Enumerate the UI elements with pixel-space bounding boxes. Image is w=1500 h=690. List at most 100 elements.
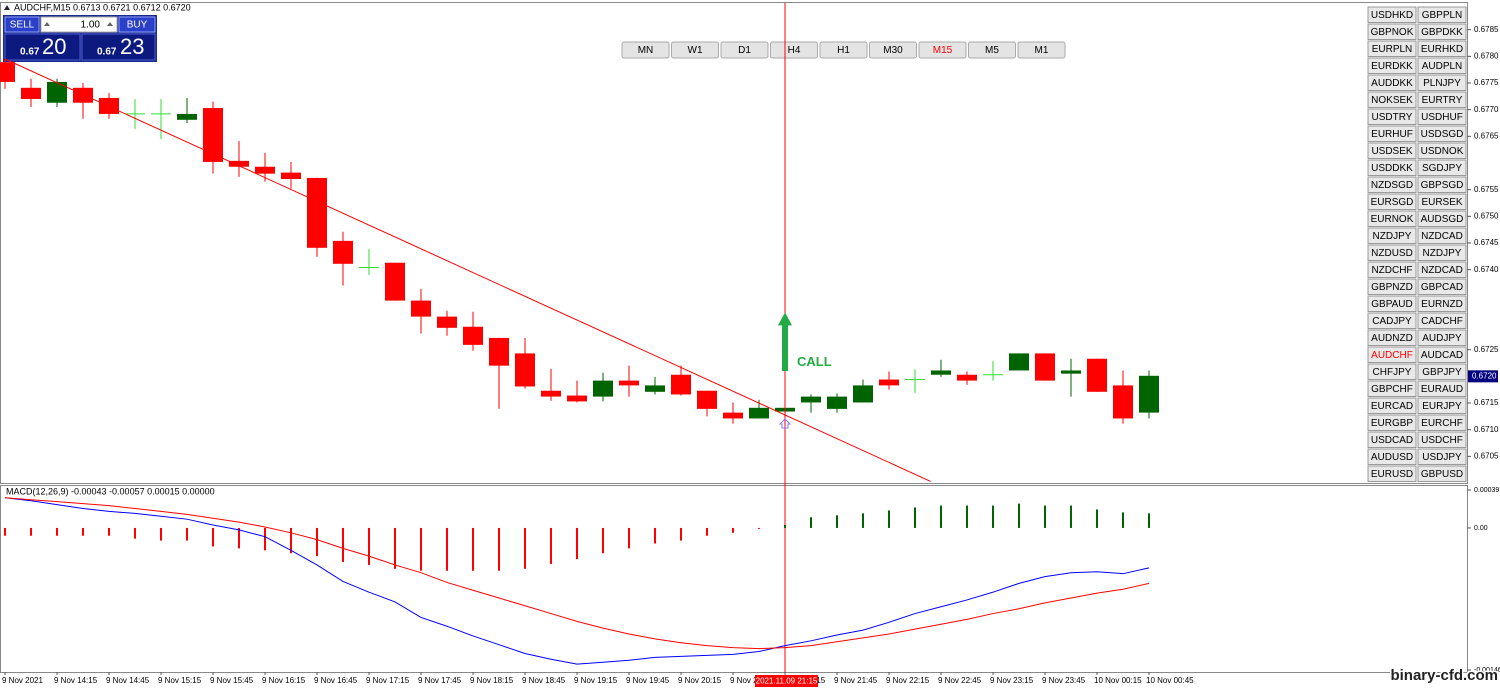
- candle-body: [645, 385, 665, 392]
- symbol-button[interactable]: [1417, 125, 1467, 142]
- symbol-button[interactable]: [1417, 431, 1467, 448]
- symbol-button[interactable]: [1417, 227, 1467, 244]
- symbol-button[interactable]: [1417, 57, 1467, 74]
- timeframe-button[interactable]: [770, 41, 818, 59]
- symbol-button[interactable]: [1367, 108, 1417, 125]
- symbol-button[interactable]: [1417, 363, 1467, 380]
- candle-body: [489, 337, 509, 366]
- symbol-button[interactable]: [1367, 193, 1417, 210]
- candle-body: [593, 380, 613, 397]
- timeframe-button[interactable]: [720, 41, 769, 59]
- symbol-button[interactable]: [1417, 261, 1467, 278]
- timeframe-button[interactable]: [621, 41, 670, 59]
- symbol-button[interactable]: [1367, 465, 1417, 482]
- collapse-icon[interactable]: [4, 5, 10, 10]
- symbol-button[interactable]: [1367, 159, 1417, 176]
- symbol-button[interactable]: [1417, 40, 1467, 57]
- lot-down[interactable]: [44, 22, 50, 26]
- symbol-button[interactable]: [1367, 346, 1417, 363]
- symbol-label: USDCHF: [1421, 435, 1463, 446]
- symbol-info: AUDCHF,M15 0.6713 0.6721 0.6712 0.6720: [14, 2, 191, 12]
- symbol-button[interactable]: [1417, 278, 1467, 295]
- symbol-button[interactable]: [1417, 108, 1467, 125]
- symbol-button[interactable]: [1367, 6, 1417, 23]
- symbol-button[interactable]: [1417, 414, 1467, 431]
- buy-button[interactable]: [118, 16, 156, 33]
- symbol-button[interactable]: [1367, 431, 1417, 448]
- timeframe-label: D1: [738, 45, 751, 56]
- symbol-button[interactable]: [1367, 142, 1417, 159]
- symbol-button[interactable]: [1367, 329, 1417, 346]
- symbol-button[interactable]: [1417, 312, 1467, 329]
- symbol-button[interactable]: [1367, 91, 1417, 108]
- symbol-button[interactable]: [1367, 244, 1417, 261]
- candle-body: [567, 395, 587, 402]
- timeframe-button[interactable]: [819, 41, 868, 59]
- symbol-button[interactable]: [1367, 261, 1417, 278]
- symbol-button[interactable]: [1417, 23, 1467, 40]
- symbol-label: NZDJPY: [1373, 231, 1412, 242]
- lot-up[interactable]: [107, 22, 113, 26]
- symbol-label: USDNOK: [1421, 146, 1464, 157]
- buy-price-box[interactable]: [81, 33, 156, 61]
- symbol-button[interactable]: [1367, 176, 1417, 193]
- y-tick-label: 0.6710: [1474, 425, 1499, 434]
- candle-body: [203, 108, 223, 162]
- symbol-button[interactable]: [1417, 142, 1467, 159]
- y-tick-label: 0.6715: [1474, 398, 1499, 407]
- symbol-button[interactable]: [1417, 210, 1467, 227]
- symbol-button[interactable]: [1417, 295, 1467, 312]
- x-tick-label: 9 Nov 19:45: [626, 676, 670, 685]
- symbol-button[interactable]: [1417, 176, 1467, 193]
- symbol-button[interactable]: [1417, 91, 1467, 108]
- symbol-button[interactable]: [1367, 210, 1417, 227]
- x-tick-label: 10 Nov 00:45: [1146, 676, 1194, 685]
- symbol-button[interactable]: [1367, 295, 1417, 312]
- lot-field[interactable]: [40, 16, 118, 33]
- symbol-label: AUDSGD: [1421, 214, 1464, 225]
- candle-body: [827, 396, 847, 409]
- symbol-button[interactable]: [1367, 448, 1417, 465]
- symbol-button[interactable]: [1367, 363, 1417, 380]
- x-tick-label: 9 Nov 15:45: [210, 676, 254, 685]
- symbol-button[interactable]: [1367, 380, 1417, 397]
- timeframe-label: M30: [883, 45, 903, 56]
- symbol-button[interactable]: [1417, 346, 1467, 363]
- symbol-button[interactable]: [1367, 278, 1417, 295]
- timeframe-button[interactable]: [671, 41, 719, 59]
- symbol-button[interactable]: [1367, 23, 1417, 40]
- symbol-button[interactable]: [1417, 465, 1467, 482]
- symbol-button[interactable]: [1367, 57, 1417, 74]
- symbol-button[interactable]: [1367, 227, 1417, 244]
- timeframe-button[interactable]: [918, 41, 967, 59]
- symbol-button[interactable]: [1367, 414, 1417, 431]
- x-tick-label: 9 Nov 22:45: [938, 676, 982, 685]
- symbol-button[interactable]: [1417, 159, 1467, 176]
- candle-body: [333, 240, 353, 264]
- symbol-button[interactable]: [1417, 448, 1467, 465]
- symbol-button[interactable]: [1417, 244, 1467, 261]
- timeframe-button[interactable]: [869, 41, 917, 59]
- sell-price-box[interactable]: [4, 33, 81, 61]
- symbol-button[interactable]: [1417, 380, 1467, 397]
- symbol-button[interactable]: [1417, 193, 1467, 210]
- symbol-button[interactable]: [1367, 74, 1417, 91]
- symbol-button[interactable]: [1367, 40, 1417, 57]
- symbol-label: EURDKK: [1371, 61, 1413, 72]
- symbol-label: GBPNZD: [1371, 282, 1413, 293]
- symbol-button[interactable]: [1367, 397, 1417, 414]
- symbol-button[interactable]: [1367, 125, 1417, 142]
- symbol-button[interactable]: [1417, 6, 1467, 23]
- symbol-button[interactable]: [1417, 329, 1467, 346]
- symbol-button[interactable]: [1417, 397, 1467, 414]
- symbol-label: EURHKD: [1421, 44, 1463, 55]
- x-tick-label: 9 Nov 2021: [2, 676, 43, 685]
- sell-button[interactable]: [4, 16, 40, 33]
- symbol-label: EURNOK: [1371, 214, 1414, 225]
- symbol-button[interactable]: [1417, 74, 1467, 91]
- symbol-button[interactable]: [1367, 312, 1417, 329]
- timeframe-button[interactable]: [1017, 41, 1066, 59]
- timeframe-button[interactable]: [968, 41, 1016, 59]
- call-arrow-head: [778, 312, 792, 326]
- sell-label: SELL: [10, 20, 35, 31]
